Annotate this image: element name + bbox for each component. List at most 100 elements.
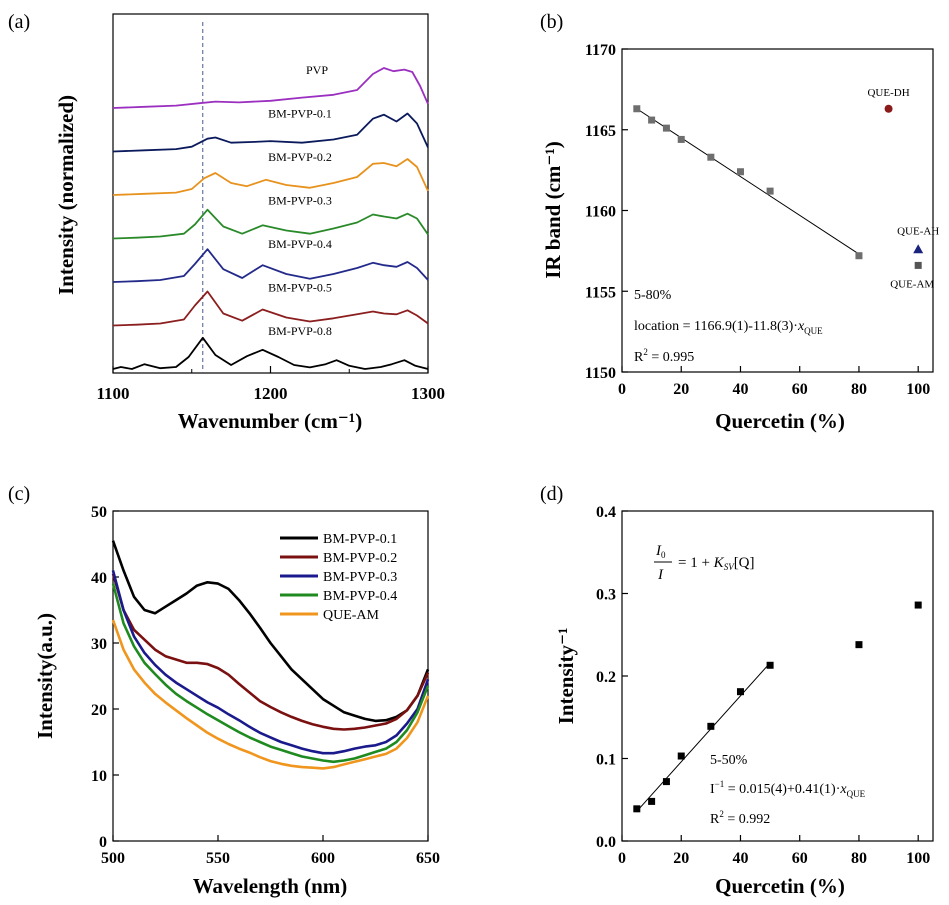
data-point <box>736 688 744 696</box>
data-point <box>648 797 656 805</box>
reference-point-label: QUE-AM <box>890 278 934 290</box>
sv-denominator: I <box>657 567 664 583</box>
panel-d-fit-line <box>636 662 771 812</box>
data-point <box>766 661 774 669</box>
x-tick-label: 80 <box>851 381 867 398</box>
panel-c-label: (c) <box>8 483 30 505</box>
x-tick-label: 60 <box>792 381 808 398</box>
x-tick-label: 0 <box>618 850 626 867</box>
series-line <box>112 208 429 240</box>
panel-d-x-axis-label: Quercetin (%) <box>715 874 845 898</box>
series-label: PVP <box>306 63 328 77</box>
x-tick-label: 500 <box>101 850 125 867</box>
x-tick-label: 100 <box>906 850 930 867</box>
panel-b-label: (b) <box>540 11 563 33</box>
data-point <box>633 105 641 113</box>
data-point <box>662 124 670 132</box>
x-tick-label: 650 <box>416 850 440 867</box>
series-line <box>112 248 429 283</box>
x-tick-label: 40 <box>732 850 748 867</box>
panel-c-y-axis-label: Intensity(a.u.) <box>33 613 57 739</box>
data-point <box>677 135 685 143</box>
reference-point-label: QUE-AH <box>897 225 939 237</box>
panel-b-fit-equation: location = 1166.9(1)-11.8(3)·xQUE <box>634 319 823 336</box>
y-tick-label: 40 <box>91 570 107 587</box>
x-tick-label: 20 <box>673 850 689 867</box>
x-tick-label: 80 <box>851 850 867 867</box>
data-point <box>914 601 922 609</box>
data-point <box>855 252 863 260</box>
data-point <box>677 752 685 760</box>
data-point <box>766 187 774 195</box>
x-tick-label: 1100 <box>96 384 129 403</box>
data-point <box>648 116 656 124</box>
panel-c-series-group <box>111 540 430 770</box>
x-tick-label: 1300 <box>411 384 445 403</box>
panel-a-x-axis-label: Wavenumber (cm⁻¹) <box>178 409 362 433</box>
y-tick-label: 0.0 <box>596 834 616 851</box>
legend-label: QUE-AM <box>323 608 380 623</box>
y-tick-label: 20 <box>91 702 107 719</box>
panel-a-series-group <box>112 67 429 370</box>
panel-b-fit-line <box>636 108 860 255</box>
panel-b-data-points <box>633 105 863 260</box>
data-point <box>855 641 863 649</box>
series-line <box>111 583 430 764</box>
legend-label: BM-PVP-0.1 <box>323 532 397 547</box>
series-line <box>111 619 430 770</box>
panel-b-y-axis-label: IR band (cm⁻¹) <box>541 141 565 279</box>
series-label: BM-PVP-0.3 <box>268 194 332 208</box>
panel-d-stern-volmer-equation: I0 I = 1 + KSV[Q] <box>654 543 755 583</box>
y-tick-label: 1160 <box>585 204 616 221</box>
series-line <box>112 67 429 109</box>
panel-c-x-axis-label: Wavelength (nm) <box>193 874 348 898</box>
data-point <box>707 722 715 730</box>
reference-point-marker <box>884 104 893 113</box>
data-point <box>662 778 670 786</box>
y-tick-label: 0.3 <box>596 587 616 604</box>
reference-point-marker <box>913 244 924 254</box>
x-tick-label: 1200 <box>254 384 288 403</box>
data-point <box>633 805 641 813</box>
series-label: BM-PVP-0.2 <box>268 150 332 164</box>
y-tick-label: 1170 <box>585 42 616 59</box>
panel-a: (a) 1100 1200 1300 PVP BM-PVP-0.1 BM-PVP-0.2… <box>8 11 445 433</box>
series-line <box>112 290 429 327</box>
legend-label: BM-PVP-0.3 <box>323 570 397 585</box>
data-point <box>707 153 715 161</box>
x-tick-label: 20 <box>673 381 689 398</box>
x-tick-label: 100 <box>906 381 930 398</box>
series-label: BM-PVP-0.4 <box>268 237 332 251</box>
sv-numerator: I0 <box>655 543 666 560</box>
panel-b-range-annotation: 5-80% <box>634 288 672 303</box>
y-tick-label: 10 <box>91 768 107 785</box>
x-tick-label: 60 <box>792 850 808 867</box>
panel-b-r-squared: R2 = 0.995 <box>634 347 694 365</box>
panel-a-series-labels: PVP BM-PVP-0.1 BM-PVP-0.2 BM-PVP-0.3 BM-PVP-… <box>268 63 332 338</box>
legend-label: BM-PVP-0.4 <box>323 589 397 604</box>
panel-d-label: (d) <box>540 483 563 505</box>
y-tick-label: 50 <box>91 504 107 521</box>
panel-d: (d) 0 20 40 60 80 100 0.0 0.1 0.2 0.3 0.4 I0 I = 1… <box>540 483 934 898</box>
series-line <box>111 540 430 723</box>
series-label: BM-PVP-0.8 <box>268 324 332 338</box>
data-point <box>736 168 744 176</box>
y-tick-label: 0.1 <box>596 752 616 769</box>
panel-d-fit-equation: I−1 = 0.015(4)+0.41(1)·xQUE <box>710 779 866 799</box>
x-tick-label: 600 <box>311 850 335 867</box>
y-tick-label: 0.2 <box>596 669 616 686</box>
y-tick-label: 1165 <box>585 123 616 140</box>
legend-label: BM-PVP-0.2 <box>323 551 397 566</box>
panel-b-axis-ticks: 0 20 40 60 80 100 1150 1155 1160 1165 1170 <box>585 42 930 398</box>
y-tick-label: 1155 <box>585 284 616 301</box>
panel-c-legend: BM-PVP-0.1 BM-PVP-0.2 BM-PVP-0.3 BM-PVP-0.4… <box>280 532 397 623</box>
panel-c-axis-ticks: 500 550 600 650 0 10 20 30 40 50 <box>91 504 440 867</box>
fit-line <box>636 108 860 255</box>
panel-b: (b) 0 20 40 60 80 100 1150 1155 1160 1165 1170 QUE… <box>540 11 939 433</box>
y-tick-label: 1150 <box>585 365 616 382</box>
x-tick-label: 550 <box>206 850 230 867</box>
reference-point-marker <box>914 261 922 269</box>
panel-b-x-axis-label: Quercetin (%) <box>715 409 845 433</box>
